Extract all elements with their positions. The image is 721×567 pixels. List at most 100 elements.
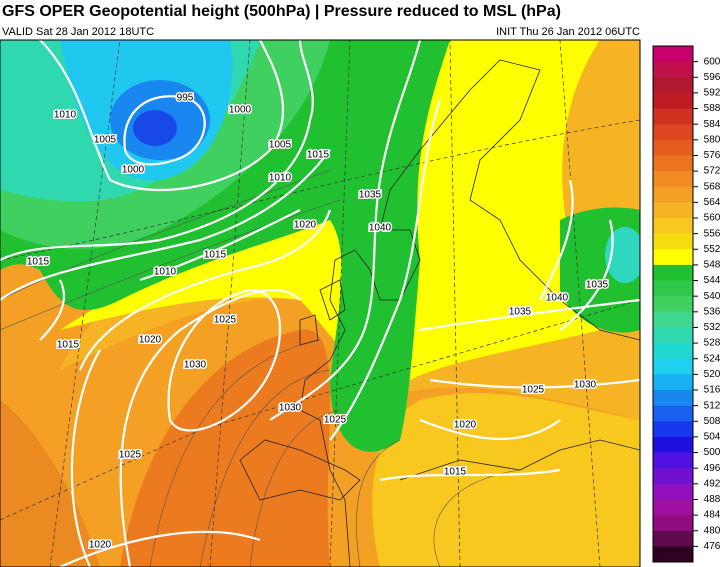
isobar-label: 1040 — [546, 293, 569, 304]
isobar-label: 1010 — [154, 267, 177, 278]
colorbar-frame — [652, 45, 694, 563]
colorbar-label: 476 — [704, 541, 721, 552]
colorbar-label: 536 — [704, 306, 721, 317]
title: GFS OPER Geopotential height (500hPa) | … — [2, 3, 561, 20]
isobar-label: 1020 — [89, 540, 112, 551]
isobar-label: 1025 — [119, 450, 142, 461]
isobar-label: 1020 — [139, 335, 162, 346]
isobar-label: 1005 — [269, 140, 292, 151]
init-time: INIT Thu 26 Jan 2012 06UTC — [496, 26, 640, 38]
colorbar-label: 576 — [704, 150, 721, 161]
field-fill — [133, 110, 177, 146]
colorbar-label: 548 — [704, 260, 721, 271]
isobars — [0, 40, 640, 567]
coastline — [299, 59, 640, 567]
colorbar-label: 508 — [704, 416, 721, 427]
field-fill — [605, 227, 640, 283]
isobar-label: 1020 — [294, 220, 317, 231]
isobar-label: 1035 — [586, 280, 609, 291]
colorbar-swatch — [653, 249, 693, 266]
colorbar-label: 596 — [704, 72, 721, 83]
colorbar: 600 596 592 588 584 580 576 572 568 564 560 556 552 5… — [652, 45, 721, 563]
colorbar-swatch — [653, 311, 693, 328]
isobar-label: 1030 — [184, 360, 207, 371]
colorbar-swatch — [653, 264, 693, 281]
isobar-label: 995 — [177, 93, 194, 104]
isobar-label: 1015 — [307, 150, 330, 161]
colorbar-swatch — [653, 202, 693, 219]
isobar-label: 1030 — [279, 403, 302, 414]
colorbar-swatch — [653, 46, 693, 62]
colorbar-label: 584 — [704, 119, 721, 130]
colorbar-label: 564 — [704, 197, 721, 208]
isobar-label: 1000 — [229, 105, 252, 116]
isobar-label: 1035 — [359, 190, 382, 201]
colorbar-swatch — [653, 390, 693, 406]
isobar-label: 1015 — [27, 257, 50, 268]
colorbar-swatch — [653, 358, 693, 375]
isobar-label: 1025 — [324, 415, 347, 426]
colorbar-swatch — [653, 530, 693, 547]
colorbar-swatch — [653, 499, 693, 516]
colorbar-label: 488 — [704, 494, 721, 505]
isobar-label: 1005 — [94, 135, 117, 146]
isobar-labels: 995 1000 1005 1000 1010 1005 1010 1015 1035 1040 1… — [25, 91, 610, 552]
isobar-label: 1015 — [444, 467, 467, 478]
colorbar-swatch — [653, 374, 693, 391]
isobar-label: 1015 — [57, 340, 80, 351]
field-fill — [372, 393, 640, 567]
colorbar-swatch — [653, 155, 693, 172]
colorbar-label: 540 — [704, 291, 721, 302]
colorbar-label: 572 — [704, 166, 721, 177]
colorbar-swatch — [653, 296, 693, 313]
field-fill — [120, 329, 330, 567]
colorbar-swatch — [653, 343, 693, 360]
colorbar-swatch — [653, 61, 693, 78]
colorbar-swatch — [653, 218, 693, 234]
colorbar-label: 512 — [704, 400, 721, 411]
isobar-label: 1015 — [204, 250, 227, 261]
colorbar-swatch — [653, 327, 693, 344]
colorbar-swatch — [653, 421, 693, 438]
colorbar-label: 600 — [704, 56, 721, 67]
colorbar-swatch — [653, 436, 693, 453]
isobar-label: 1010 — [54, 110, 77, 121]
valid-time: VALID Sat 28 Jan 2012 18UTC — [2, 26, 154, 38]
colorbar-label: 516 — [704, 385, 721, 396]
isobar-label: 1010 — [269, 173, 292, 184]
isobar-label: 1030 — [574, 380, 597, 391]
colorbar-label: 496 — [704, 463, 721, 474]
colorbar-swatch — [653, 124, 693, 141]
colorbar-label: 556 — [704, 228, 721, 239]
isobar-label: 1020 — [454, 420, 477, 431]
colorbar-label: 568 — [704, 181, 721, 192]
colorbar-swatch — [653, 452, 693, 469]
colorbar-label: 588 — [704, 103, 721, 114]
field-fill — [0, 400, 100, 567]
colorbar-swatch — [653, 233, 693, 250]
colorbar-label: 500 — [704, 447, 721, 458]
colorbar-label: 524 — [704, 353, 721, 364]
isobar-label: 1025 — [214, 315, 237, 326]
colorbar-swatch — [653, 468, 693, 485]
isobar-label: 1040 — [369, 223, 392, 234]
colorbar-swatch — [653, 171, 693, 188]
colorbar-swatch — [653, 108, 693, 125]
isobar-label: 1000 — [122, 165, 145, 176]
isobar-label: 1035 — [509, 307, 532, 318]
colorbar-label: 520 — [704, 369, 721, 380]
colorbar-swatch — [653, 546, 693, 563]
colorbar-label: 560 — [704, 213, 721, 224]
coastline — [239, 279, 640, 501]
colorbar-label: 592 — [704, 88, 721, 99]
colorbar-label: 528 — [704, 338, 721, 349]
map — [0, 39, 641, 567]
colorbar-swatch — [653, 77, 693, 94]
isobar-label: 1025 — [522, 385, 545, 396]
colorbar-swatch — [653, 515, 693, 532]
colorbar-swatch — [653, 92, 693, 109]
colorbar-label: 480 — [704, 525, 721, 536]
colorbar-label: 484 — [704, 510, 721, 521]
contour-lines — [0, 169, 521, 567]
